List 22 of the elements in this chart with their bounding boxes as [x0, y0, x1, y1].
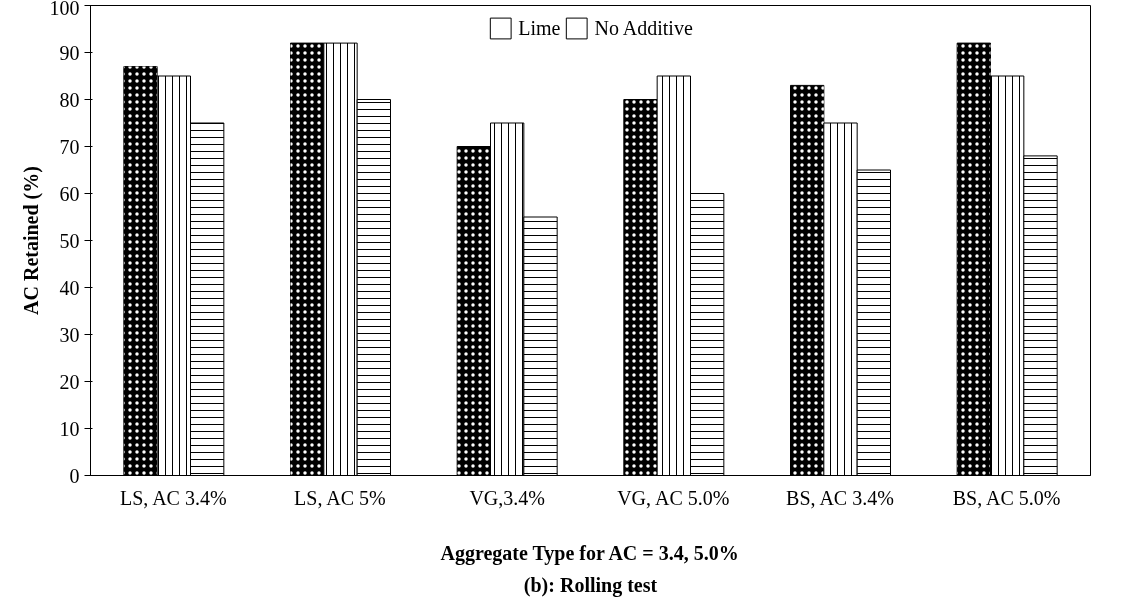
y-tick-label: 10	[59, 417, 80, 440]
y-tick-label: 40	[59, 276, 80, 299]
x-tick-label: BS, AC 5.0%	[952, 486, 1061, 509]
y-tick-label: 20	[59, 370, 80, 393]
legend-label: Lime	[518, 16, 561, 40]
x-tick-label: VG, AC 5.0%	[617, 486, 730, 509]
y-tick-label: 30	[59, 323, 80, 346]
y-tick-label: 50	[59, 229, 80, 252]
x-tick-label: LS, AC 5%	[294, 486, 386, 509]
y-tick-label: 60	[59, 182, 80, 205]
y-axis-title: AC Retained (%)	[19, 166, 43, 315]
x-tick-label: LS, AC 3.4%	[119, 486, 227, 509]
x-tick-label: BS, AC 3.4%	[786, 486, 894, 509]
y-tick-label: 70	[59, 135, 80, 158]
x-axis-title: Aggregate Type for AC = 3.4, 5.0%	[440, 541, 739, 565]
text: (b): Rolling test	[523, 573, 658, 597]
y-tick-label: 100	[49, 0, 80, 19]
y-tick-label: 0	[69, 464, 80, 487]
x-tick-label: VG,3.4%	[469, 486, 545, 509]
legend-label: No Additive	[594, 16, 693, 40]
y-tick-label: 90	[59, 41, 80, 64]
y-tick-label: 80	[59, 88, 80, 111]
